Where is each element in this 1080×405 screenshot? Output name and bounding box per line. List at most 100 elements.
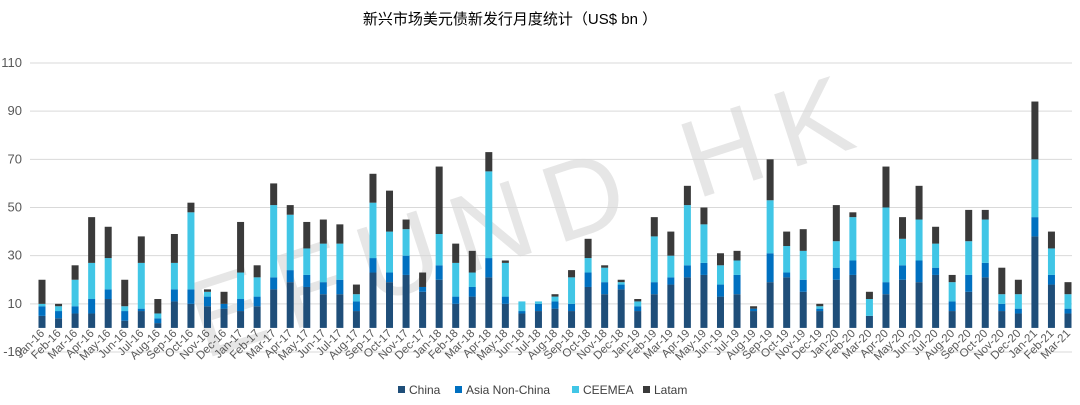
bar-segment (899, 279, 907, 328)
bar-segment (38, 279, 46, 304)
y-tick-label: 30 (8, 248, 22, 263)
bar-segment (121, 311, 129, 321)
bar-segment (1064, 294, 1072, 309)
bar-segment (534, 301, 542, 304)
bar-segment (518, 313, 526, 328)
bar-segment (38, 306, 46, 316)
bar-segment (766, 159, 774, 201)
bar-segment (452, 303, 460, 328)
bar-segment (386, 272, 394, 283)
bar-segment (88, 313, 96, 328)
bar-segment (650, 294, 658, 328)
bar-segment (88, 217, 96, 263)
bar-segment (799, 250, 807, 280)
bar-segment (551, 301, 559, 309)
bar-segment (948, 301, 956, 312)
bar-segment (71, 279, 79, 307)
bar-segment (154, 313, 162, 319)
legend-label: China (409, 383, 441, 397)
y-tick-label: -10 (3, 344, 22, 359)
bar-segment (899, 265, 907, 280)
bar-segment (1064, 313, 1072, 328)
bar-segment (468, 250, 476, 273)
bars (38, 101, 1072, 328)
bar-segment (468, 272, 476, 287)
bar-segment (485, 171, 493, 259)
bar-segment (716, 284, 724, 297)
bar-segment (369, 173, 377, 203)
bar-segment (468, 286, 476, 297)
bar-segment (733, 250, 741, 261)
bar-segment (584, 258, 592, 273)
bar-segment (237, 311, 245, 328)
bar-segment (352, 311, 360, 328)
watermark: EFUND HK (174, 47, 884, 382)
bar-segment (568, 277, 576, 304)
y-tick-label: 50 (8, 200, 22, 215)
bar-segment (882, 294, 890, 328)
bar-segment (650, 217, 658, 237)
bar-segment (237, 272, 245, 300)
bar-segment (55, 311, 63, 319)
bar-segment (104, 258, 112, 290)
bar-segment (187, 303, 195, 328)
bar-segment (104, 299, 112, 328)
bar-segment (71, 313, 79, 328)
bar-segment (915, 219, 923, 261)
bar-segment (783, 246, 791, 273)
bar-segment (617, 279, 625, 283)
bar-segment (419, 286, 427, 292)
bar-segment (766, 282, 774, 328)
bar-segment (750, 306, 758, 309)
bar-segment (617, 289, 625, 328)
bar-segment (634, 306, 642, 312)
bar-segment (137, 308, 145, 312)
bar-segment (849, 217, 857, 261)
bar-segment (303, 248, 311, 275)
bar-segment (1031, 236, 1039, 328)
bar-segment (369, 272, 377, 328)
bar-segment (452, 296, 460, 304)
bar-segment (435, 166, 443, 234)
bar-segment (568, 311, 576, 328)
bar-segment (683, 205, 691, 266)
bar-segment (402, 255, 410, 275)
bar-segment (948, 282, 956, 302)
bar-segment (352, 301, 360, 312)
bar-segment (601, 265, 609, 268)
bar-segment (832, 241, 840, 268)
bar-segment (303, 286, 311, 328)
bar-segment (617, 282, 625, 285)
bar-segment (501, 296, 509, 304)
bar-segment (253, 296, 261, 307)
chart-title: 新兴市场美元债新发行月度统计（US$ bn ） (363, 11, 657, 28)
bar-segment (187, 202, 195, 213)
bar-segment (1047, 274, 1055, 285)
bar-segment (667, 231, 675, 256)
bar-segment (584, 238, 592, 259)
bar-segment (667, 255, 675, 278)
bar-segment (386, 231, 394, 273)
bar-segment (733, 274, 741, 295)
bar-segment (998, 294, 1006, 304)
bar-segment (551, 296, 559, 302)
bar-segment (237, 221, 245, 273)
legend-swatch (643, 386, 650, 393)
bar-segment (137, 262, 145, 309)
bar-segment (501, 262, 509, 297)
bar-segment (534, 311, 542, 328)
bar-segment (733, 260, 741, 275)
bar-segment (865, 299, 873, 316)
bar-segment (38, 315, 46, 328)
bar-segment (965, 291, 973, 328)
bar-segment (683, 185, 691, 206)
bar-segment (601, 267, 609, 283)
bar-segment (899, 217, 907, 239)
bar-segment (634, 311, 642, 328)
bar-segment (518, 311, 526, 314)
bar-segment (981, 209, 989, 220)
bar-segment (1014, 279, 1022, 295)
bar-segment (352, 284, 360, 295)
bar-segment (551, 308, 559, 328)
bar-segment (485, 277, 493, 328)
